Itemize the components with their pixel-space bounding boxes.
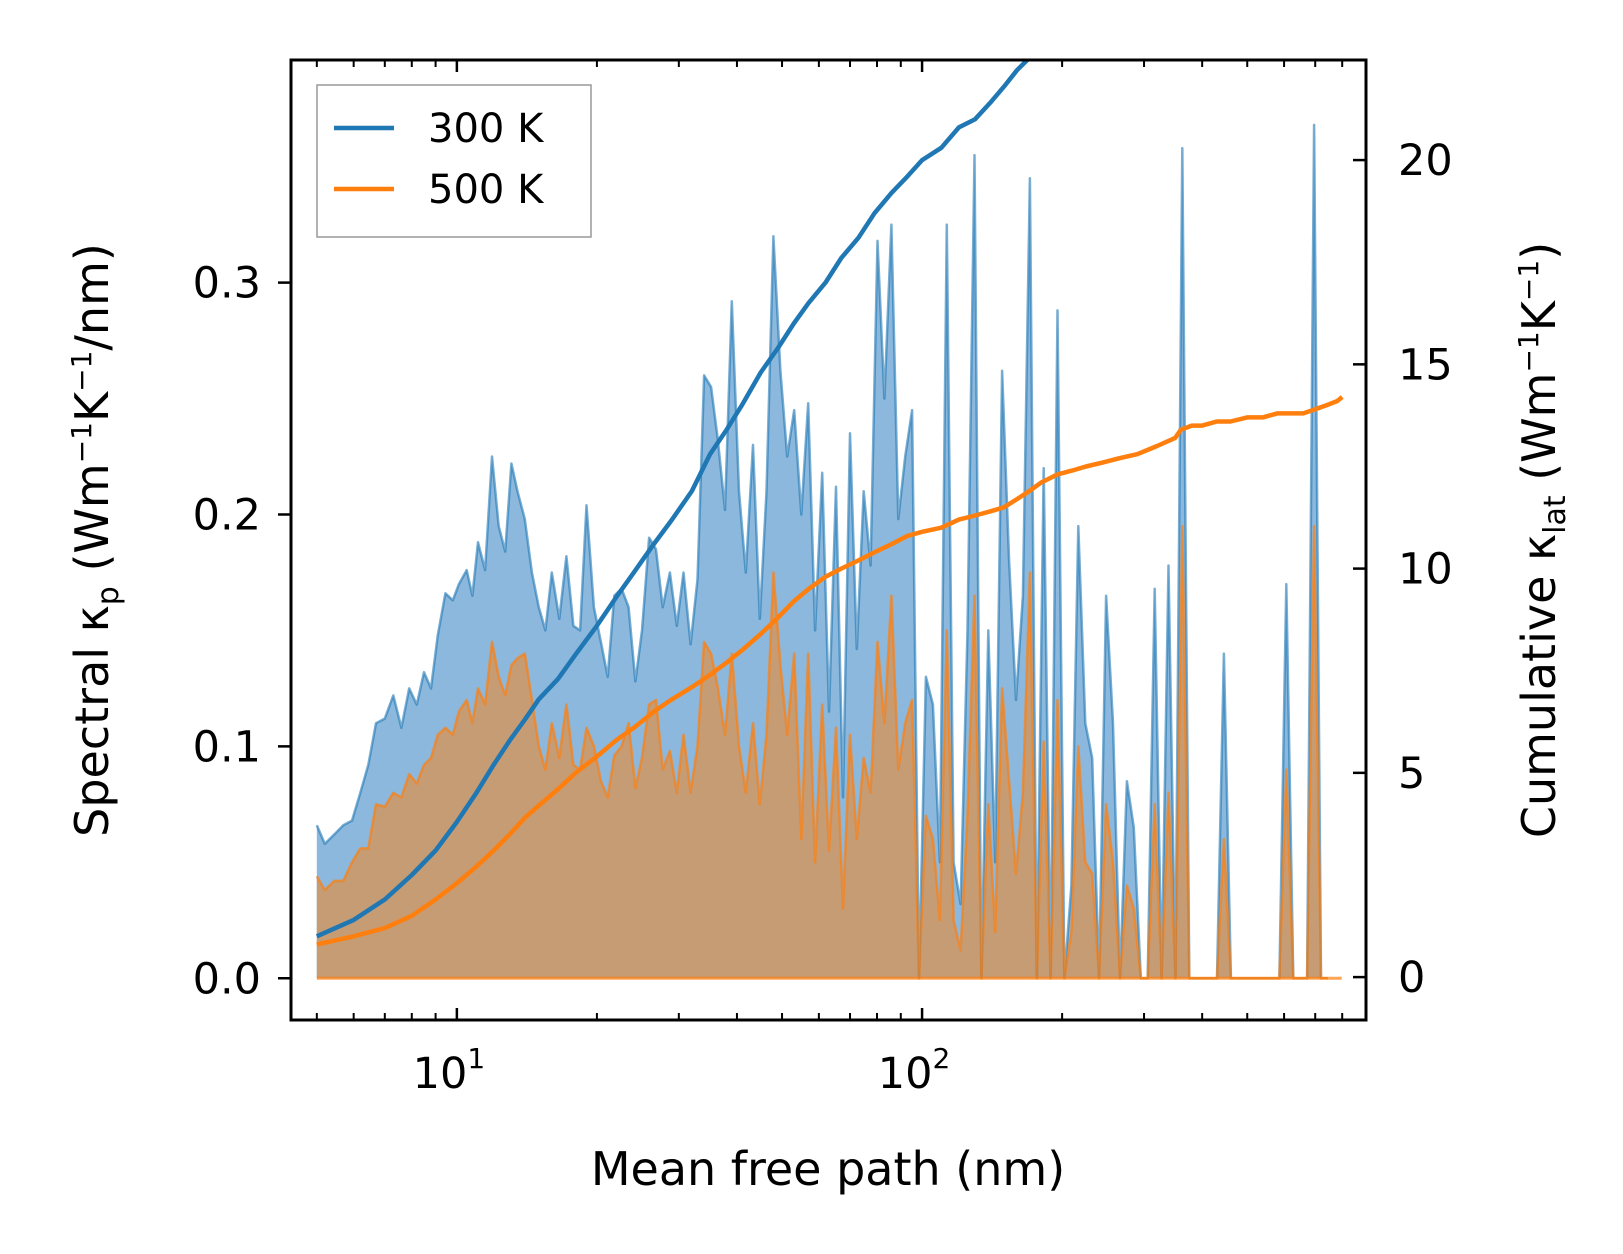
y-right-title-post: ) — [1512, 242, 1566, 260]
y-left-title-unit: (Wm — [65, 463, 119, 586]
x-tick-label-exponent: 1 — [467, 1042, 485, 1075]
x-axis-title: Mean free path (nm) — [591, 1142, 1065, 1196]
cumulative-500k-line — [316, 395, 1344, 947]
x-tick-label: 102 — [878, 1042, 951, 1099]
x-tick-label-base: 10 — [878, 1049, 933, 1099]
y-left-axis-title: Spectral κp (Wm−1K−1/nm) — [65, 243, 126, 837]
legend-label-300k: 300 K — [428, 106, 545, 152]
y-right-tick-label: 5 — [1398, 749, 1425, 799]
y-right-tick-label: 20 — [1398, 136, 1453, 186]
x-tick-label: 101 — [413, 1042, 486, 1099]
y-right-title-pre: Cumulative κ — [1512, 534, 1566, 838]
y-right-title-sup2: −1 — [1512, 260, 1545, 301]
y-right-title-sub: lat — [1538, 495, 1573, 534]
y-left-title-sub: p — [91, 586, 126, 605]
y-left-tick-label: 0.0 — [193, 954, 261, 1004]
y-left-tick-label: 0.1 — [193, 722, 261, 772]
y-right-tick-label: 15 — [1398, 340, 1453, 390]
y-left-tick-label: 0.2 — [193, 490, 261, 540]
y-left-title-sup1: −1 — [65, 422, 98, 463]
x-tick-label-exponent: 2 — [933, 1042, 951, 1075]
plot-frame — [289, 58, 1368, 1022]
y-left-title-post: /nm) — [65, 243, 119, 350]
y-right-axis-title: Cumulative κlat (Wm−1K−1) — [1512, 242, 1573, 838]
x-tick-label-base: 10 — [413, 1049, 468, 1099]
y-left-title-pre: Spectral κ — [65, 605, 119, 837]
y-right-title-mid: K — [1512, 299, 1566, 331]
legend-label-500k: 500 K — [428, 167, 545, 213]
y-right-title-sup1: −1 — [1512, 331, 1545, 372]
y-left-title-mid: K — [65, 390, 119, 422]
y-right-title-unit: (Wm — [1512, 373, 1566, 496]
legend-box — [316, 84, 592, 238]
y-right-tick-label: 10 — [1398, 545, 1453, 595]
y-left-tick-label: 0.3 — [193, 259, 261, 309]
cumulative-300k-line — [315, 60, 1031, 939]
y-right-tick-label: 0 — [1398, 953, 1425, 1003]
y-left-title-sup2: −1 — [65, 351, 98, 392]
series-layer — [315, 60, 1344, 980]
legend: 300 K 500 K — [316, 84, 592, 238]
